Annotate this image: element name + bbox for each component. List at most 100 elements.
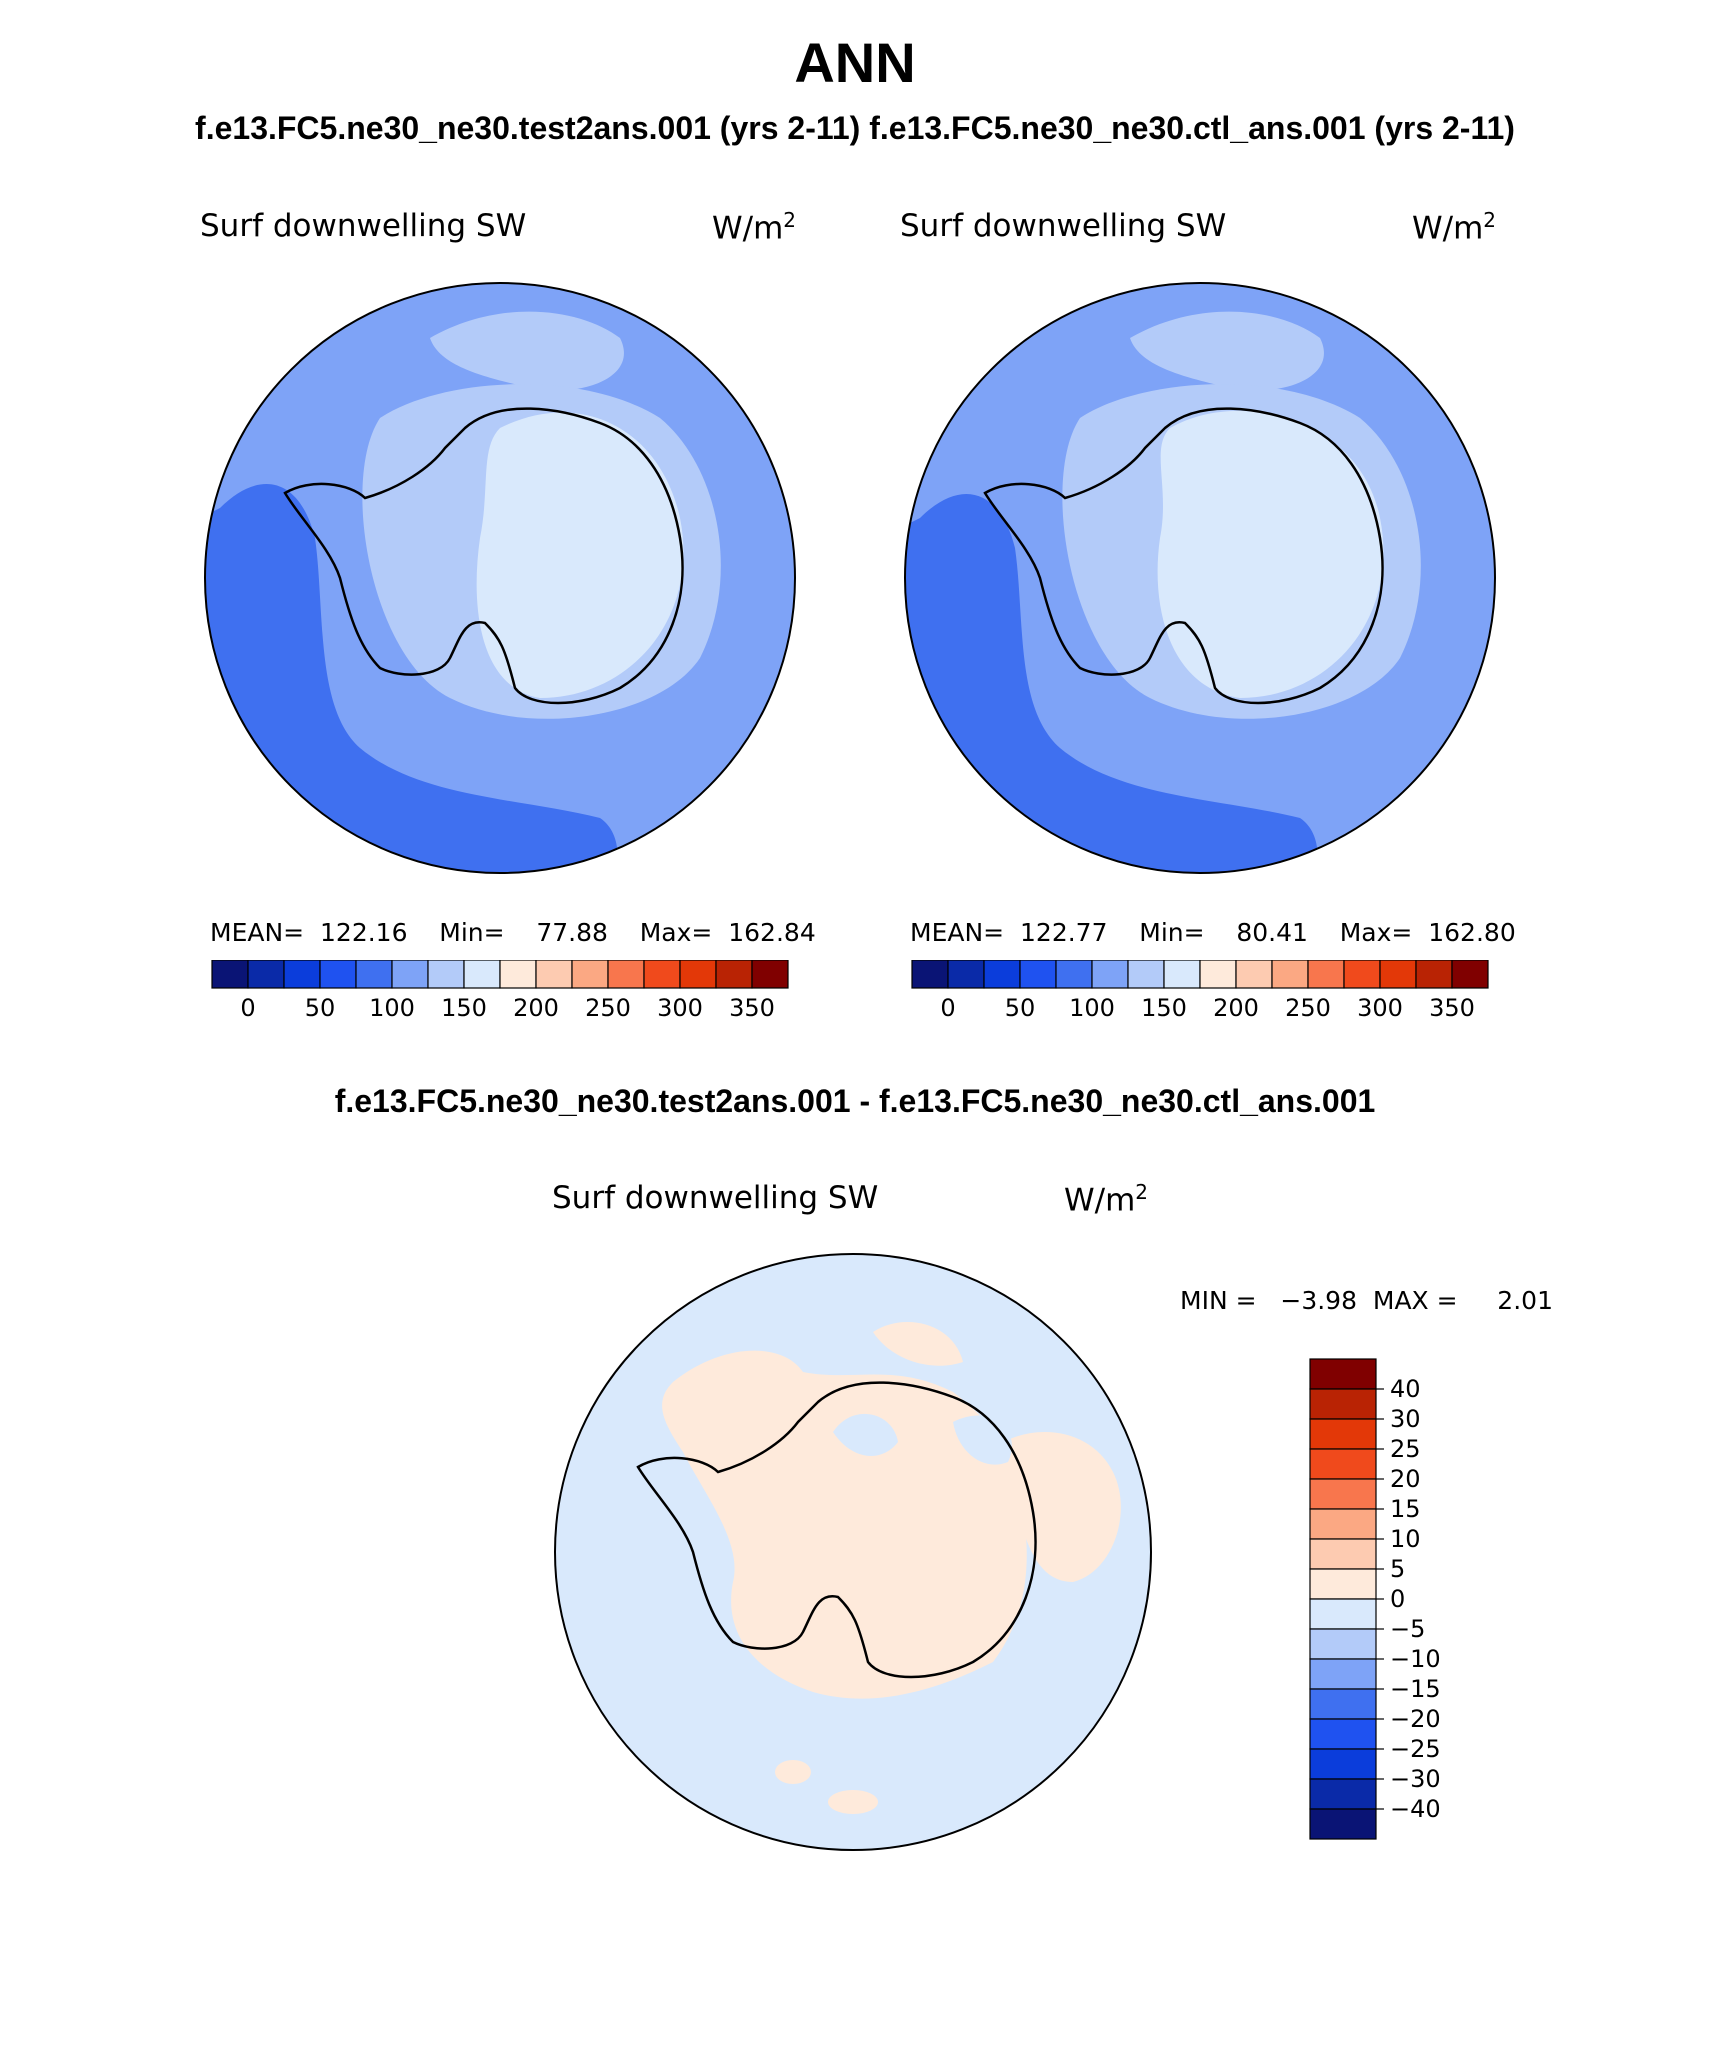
colorbar-tick-label: 15 [1390, 1495, 1421, 1523]
colorbar-swatch [1309, 1568, 1377, 1600]
antarctic-plateau [476, 412, 684, 698]
colorbar-tick-label: −20 [1390, 1705, 1441, 1733]
colorbar-tick-label: 20 [1390, 1465, 1421, 1493]
colorbar-swatch [1309, 1748, 1377, 1780]
colorbar-swatch [355, 960, 393, 989]
colorbar-tick-label: 5 [1390, 1555, 1405, 1583]
colorbar-tick-label: 150 [441, 994, 487, 1022]
colorbar-swatch [1235, 960, 1273, 989]
main-title: ANN [794, 31, 916, 94]
colorbar-swatch [1163, 960, 1201, 989]
colorbar-swatch [1309, 1598, 1377, 1630]
colorbar-swatch [319, 960, 357, 989]
colorbar-swatch [1055, 960, 1093, 989]
top-subtitle: f.e13.FC5.ne30_ne30.test2ans.001 (yrs 2-… [195, 110, 1515, 146]
map-boundary [204, 282, 796, 874]
colorbar-swatch [1271, 960, 1309, 989]
colorbar-swatch [715, 960, 753, 989]
colorbar-tick-label: 150 [1141, 994, 1187, 1022]
colorbar-swatch [1309, 1538, 1377, 1570]
colorbar-swatch [983, 960, 1021, 989]
colorbar-tick-label: 350 [1429, 994, 1475, 1022]
colorbar-swatch [1343, 960, 1381, 989]
antarctica-coastline [983, 407, 1384, 705]
colorbar-tick-label: 300 [1357, 994, 1403, 1022]
colorbar-swatch [1309, 1778, 1377, 1810]
colorbar-tick-label: −30 [1390, 1765, 1441, 1793]
colorbar-swatch [1309, 1688, 1377, 1720]
positive-diff-patch [873, 1322, 963, 1366]
colorbar-swatch [1307, 960, 1345, 989]
colorbar-tick-label: 100 [369, 994, 415, 1022]
panel2-stats: MEAN= 122.77 Min= 80.41 Max= 162.80 [910, 918, 1516, 947]
colorbar-swatch [1309, 1508, 1377, 1540]
colorbar-swatch [1309, 1448, 1377, 1480]
panel1-units: W/m2 [712, 208, 797, 247]
colorbar-tick-label: −5 [1390, 1615, 1425, 1643]
colorbar-tick-label: 200 [513, 994, 559, 1022]
colorbar-swatch [571, 960, 609, 989]
diff-subtitle: f.e13.FC5.ne30_ne30.test2ans.001 - f.e13… [334, 1083, 1376, 1119]
colorbar-tick-label: 350 [729, 994, 775, 1022]
colorbar-swatch [535, 960, 573, 989]
colorbar-tick-label: 200 [1213, 994, 1259, 1022]
positive-diff-continent [662, 1350, 1027, 1699]
colorbar-swatch [1309, 1808, 1377, 1840]
colorbar-swatch [1379, 960, 1417, 989]
colorbar-tick-label: 50 [305, 994, 336, 1022]
antarctica-coastline [283, 407, 684, 705]
colorbar-tick-label: 0 [240, 994, 255, 1022]
colorbar-tick-label: 30 [1390, 1405, 1421, 1433]
colorbar-swatch [1091, 960, 1129, 989]
colorbar-swatch [751, 960, 789, 989]
colorbar-swatch [679, 960, 717, 989]
colorbar-tick-label: 100 [1069, 994, 1115, 1022]
colorbar-swatch [1309, 1628, 1377, 1660]
antarctica-coastline [636, 1381, 1037, 1679]
colorbar-swatch [947, 960, 985, 989]
diff-minmax: MIN = −3.98 MAX = 2.01 [1180, 1286, 1553, 1315]
panel1-variable-title: Surf downwelling SW [200, 208, 527, 244]
negative-diff-patch [833, 1413, 898, 1456]
panel1-polar-map [204, 282, 796, 874]
colorbar-swatch [1199, 960, 1237, 989]
map-boundary [904, 282, 1496, 874]
diff-polar-map [554, 1253, 1152, 1851]
antarctic-plateau [1157, 410, 1384, 698]
colorbar-swatch [391, 960, 429, 989]
colorbar-swatch [1309, 1388, 1377, 1420]
colorbar-tick-label: 300 [657, 994, 703, 1022]
colorbar-swatch [911, 960, 949, 989]
colorbar-tick-label: −10 [1390, 1645, 1441, 1673]
colorbar-tick-label: 0 [940, 994, 955, 1022]
diff-variable-title: Surf downwelling SW [552, 1180, 879, 1216]
colorbar-swatch [1309, 1718, 1377, 1750]
panel1-stats: MEAN= 122.16 Min= 77.88 Max= 162.84 [210, 918, 816, 947]
diff-units: W/m2 [1064, 1180, 1149, 1219]
colorbar-swatch [1309, 1658, 1377, 1690]
colorbar-tick-label: −15 [1390, 1675, 1441, 1703]
colorbar-tick-label: 250 [1285, 994, 1331, 1022]
colorbar-swatch [643, 960, 681, 989]
colorbar-swatch [463, 960, 501, 989]
panel2-colorbar: 0 50 100 150 200 250 300 350 [911, 960, 1489, 1022]
colorbar-swatch [283, 960, 321, 989]
panel2-polar-map [904, 282, 1496, 874]
positive-diff-patch [1003, 1432, 1121, 1582]
colorbar-swatch [1309, 1358, 1377, 1390]
colorbar-tick-label: −25 [1390, 1735, 1441, 1763]
colorbar-swatch [1309, 1478, 1377, 1510]
panel2-variable-title: Surf downwelling SW [900, 208, 1227, 244]
colorbar-tick-label: −40 [1390, 1795, 1441, 1823]
colorbar-swatch [1415, 960, 1453, 989]
colorbar-swatch [211, 960, 249, 989]
colorbar-swatch [427, 960, 465, 989]
colorbar-swatch [499, 960, 537, 989]
light-region-north [1130, 311, 1324, 391]
colorbar-tick-label: 50 [1005, 994, 1036, 1022]
low-sw-region [205, 484, 618, 873]
colorbar-swatch [1019, 960, 1057, 989]
low-sw-region [905, 494, 1318, 873]
colorbar-tick-label: 10 [1390, 1525, 1421, 1553]
